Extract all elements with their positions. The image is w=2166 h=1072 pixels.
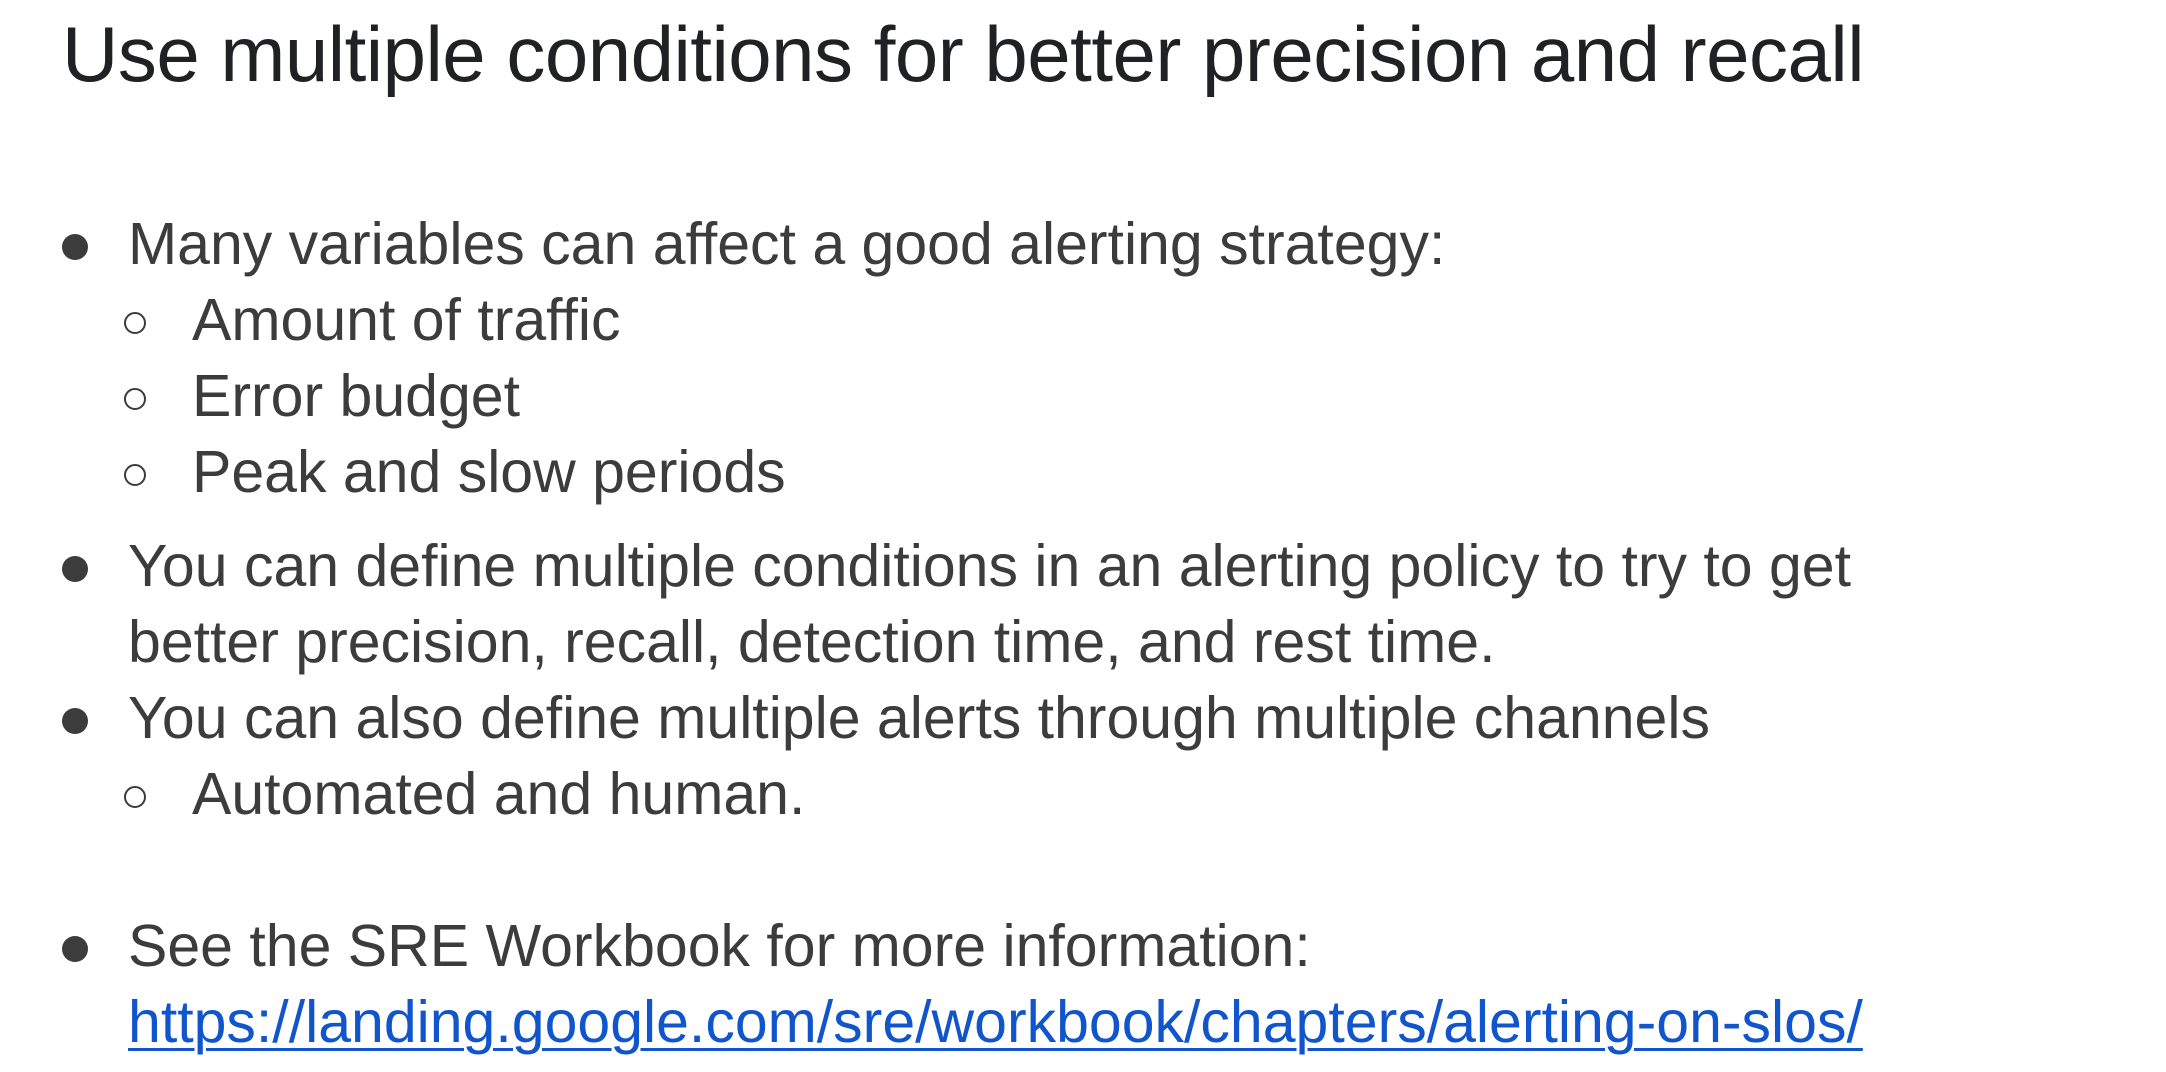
sub-bullet-text: Error budget <box>192 363 520 429</box>
bullet-text: You can also define multiple alerts thro… <box>128 685 1710 751</box>
bullet-list: Many variables can affect a good alertin… <box>62 206 2122 1060</box>
bullet-text: See the SRE Workbook for more informatio… <box>128 913 1311 979</box>
sub-bullet-item: Error budget <box>62 358 2122 434</box>
bullet-dot-icon <box>62 206 128 282</box>
bullet-text: better precision, recall, detection time… <box>128 609 1496 675</box>
sub-bullet-item: Automated and human. <box>62 756 2122 832</box>
bullet-ring-icon <box>124 756 184 832</box>
bullet-text: Many variables can affect a good alertin… <box>128 211 1446 277</box>
bullet-ring-icon <box>124 282 184 358</box>
sub-bullet-item: Amount of traffic <box>62 282 2122 358</box>
bullet-ring-icon <box>124 358 184 434</box>
sub-bullet-item: Peak and slow periods <box>62 434 2122 510</box>
bullet-continuation: better precision, recall, detection time… <box>62 604 2122 680</box>
sub-bullet-text: Peak and slow periods <box>192 439 786 505</box>
bullet-item: See the SRE Workbook for more informatio… <box>62 908 2122 984</box>
bullet-dot-icon <box>62 680 128 756</box>
bullet-dot-icon <box>62 528 128 604</box>
bullet-item: Many variables can affect a good alertin… <box>62 206 2122 282</box>
sub-bullet-text: Amount of traffic <box>192 287 621 353</box>
slide-title: Use multiple conditions for better preci… <box>62 10 1865 98</box>
sub-bullet-text: Automated and human. <box>192 761 806 827</box>
sre-workbook-link[interactable]: https://landing.google.com/sre/workbook/… <box>128 989 1863 1055</box>
bullet-dot-icon <box>62 908 128 984</box>
bullet-continuation: https://landing.google.com/sre/workbook/… <box>62 984 2122 1060</box>
bullet-ring-icon <box>124 434 184 510</box>
bullet-item: You can also define multiple alerts thro… <box>62 680 2122 756</box>
bullet-item: You can define multiple conditions in an… <box>62 528 2122 604</box>
bullet-text: You can define multiple conditions in an… <box>128 533 1851 599</box>
